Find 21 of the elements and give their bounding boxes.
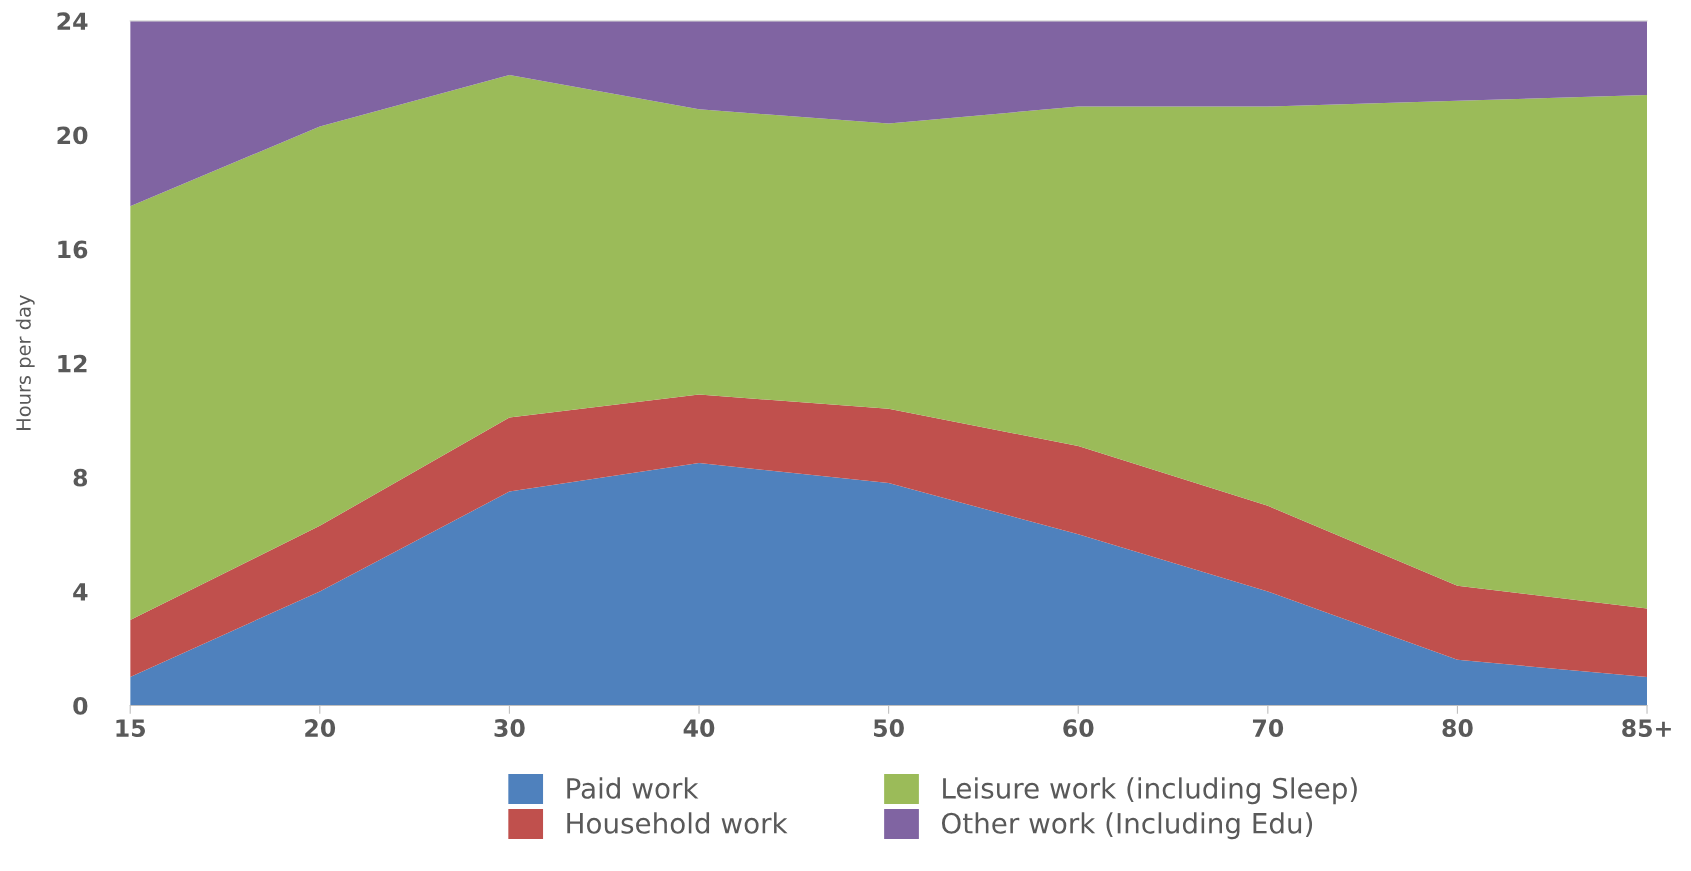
y-axis-title: Hours per day	[15, 295, 35, 430]
x-tick-label: 50	[874, 719, 904, 737]
x-tick-label: 30	[494, 719, 525, 737]
x-tick-label: 85+	[1622, 719, 1671, 737]
y-tick-label: 4	[73, 583, 88, 601]
y-tick-label: 24	[57, 12, 88, 30]
x-tick-label: 40	[683, 719, 715, 737]
legend-label: Household work	[567, 812, 788, 834]
x-tick-label: 80	[1442, 719, 1473, 737]
x-tick-label: 70	[1252, 719, 1284, 737]
legend-label: Other work (Including Edu)	[941, 812, 1313, 840]
y-tick-label: 8	[73, 468, 88, 487]
x-tick-label: 60	[1063, 719, 1094, 737]
y-tick-label: 12	[58, 354, 87, 373]
x-tick-label: 15	[116, 719, 145, 737]
legend-label: Paid work	[567, 777, 699, 799]
legend-label: Leisure work (including Sleep)	[943, 777, 1357, 805]
y-tick-label: 16	[58, 240, 88, 259]
y-tick-label: 20	[57, 126, 88, 145]
y-tick-label: 0	[73, 696, 88, 715]
x-tick-label: 20	[305, 719, 336, 737]
